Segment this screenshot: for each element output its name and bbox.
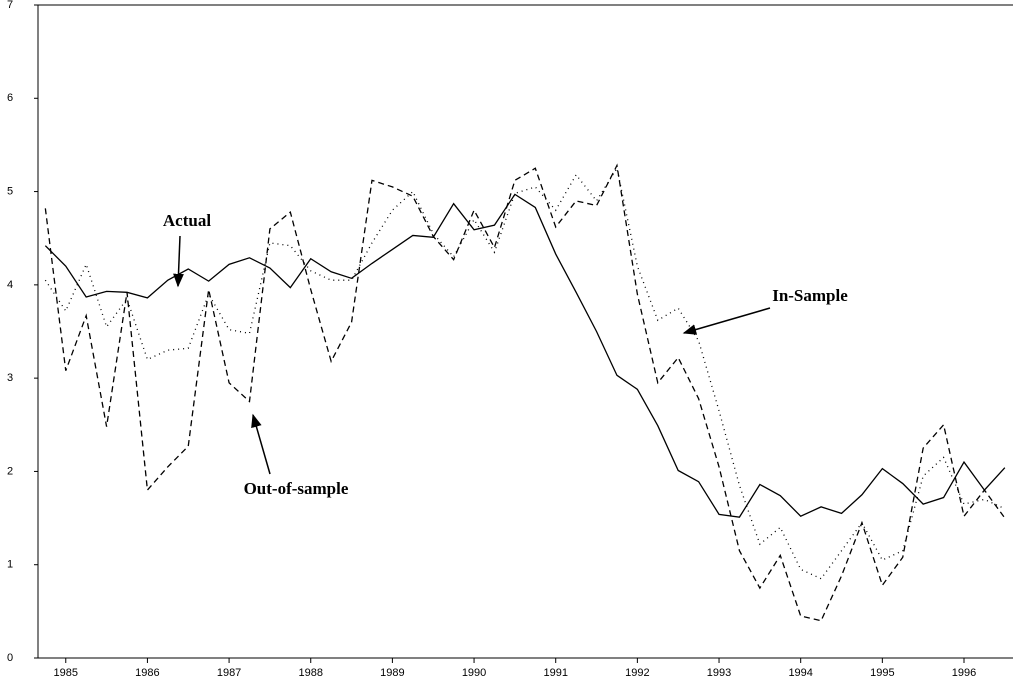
y-tick-label: 0 bbox=[7, 652, 13, 664]
x-tick-label: 1990 bbox=[462, 667, 486, 679]
y-tick-label: 3 bbox=[7, 372, 13, 384]
annotation: In-Sample bbox=[772, 286, 848, 305]
x-tick-label: 1992 bbox=[625, 667, 649, 679]
y-tick-label: 4 bbox=[7, 279, 13, 291]
x-tick-label: 1987 bbox=[217, 667, 241, 679]
x-tick-label: 1991 bbox=[543, 667, 567, 679]
y-tick-label: 7 bbox=[7, 0, 13, 11]
arrow bbox=[251, 413, 271, 475]
x-tick-label: 1986 bbox=[135, 667, 159, 679]
x-tick-label: 1995 bbox=[870, 667, 894, 679]
x-tick-label: 1996 bbox=[952, 667, 976, 679]
arrow bbox=[682, 307, 771, 335]
series-line bbox=[44, 193, 1006, 518]
y-tick-label: 1 bbox=[7, 559, 13, 571]
y-tick-label: 2 bbox=[7, 465, 13, 477]
annotation: Out-of-sample bbox=[244, 479, 349, 498]
y-tick-label: 5 bbox=[7, 185, 13, 197]
y-tick-label: 6 bbox=[7, 92, 13, 104]
x-tick-label: 1994 bbox=[788, 667, 812, 679]
series-line bbox=[44, 163, 1006, 622]
x-tick-label: 1993 bbox=[707, 667, 731, 679]
arrow bbox=[173, 235, 184, 288]
annotation: Actual bbox=[163, 211, 211, 230]
x-tick-label: 1988 bbox=[298, 667, 322, 679]
x-tick-label: 1989 bbox=[380, 667, 404, 679]
x-tick-label: 1985 bbox=[54, 667, 78, 679]
